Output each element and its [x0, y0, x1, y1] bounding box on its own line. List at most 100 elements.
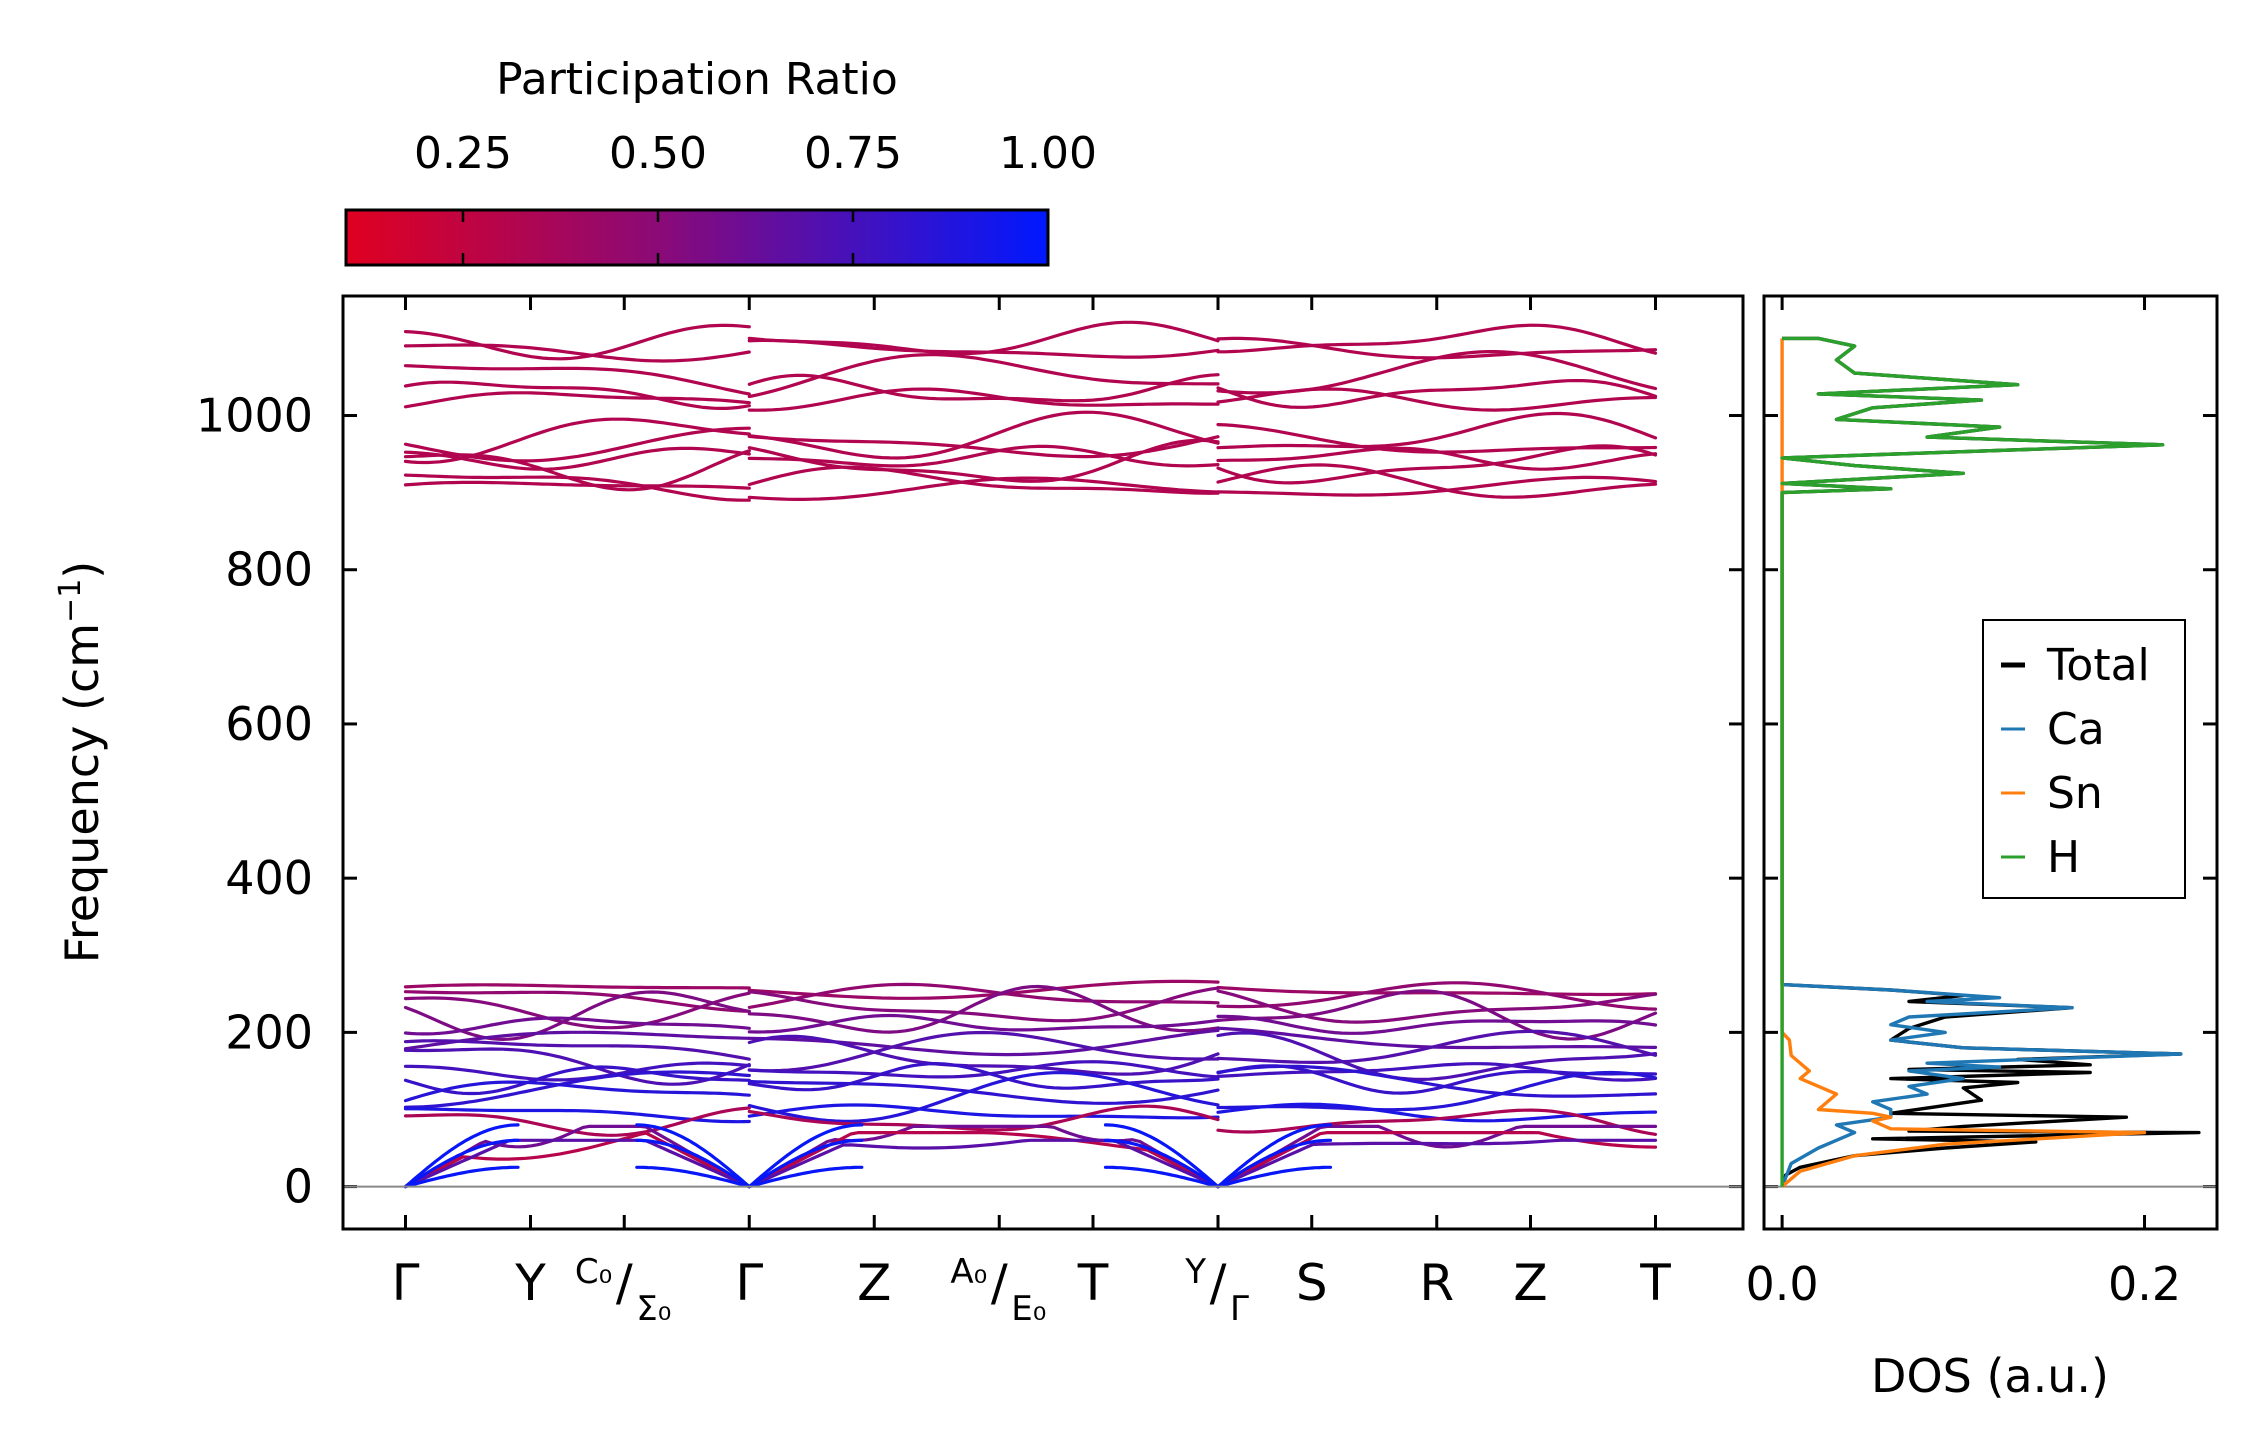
low-frequency-branch — [747, 982, 1220, 1009]
dos-series-sn — [1780, 338, 2147, 1188]
band-plot-frame — [341, 294, 1745, 1231]
high-frequency-branch — [747, 353, 1220, 399]
k-point-label: T — [1639, 1254, 1671, 1312]
acoustic-branch — [747, 1165, 864, 1189]
low-frequency-branch — [1216, 989, 1658, 1024]
low-frequency-branch — [1216, 989, 1658, 1041]
low-frequency-branch — [1216, 1138, 1658, 1189]
acoustic-branch — [747, 1123, 864, 1189]
dos-x-axis-label: DOS (a.u.) — [1871, 1349, 2109, 1403]
high-frequency-branch — [403, 364, 751, 396]
low-frequency-branch — [403, 991, 751, 1030]
legend-label: Total — [2046, 640, 2150, 691]
high-frequency-branch — [1216, 411, 1658, 450]
dos-legend: Total Ca Sn H — [1982, 619, 2186, 899]
low-frequency-branch — [747, 1138, 1220, 1189]
high-frequency-branch — [1216, 379, 1658, 409]
low-frequency-branch — [747, 979, 1220, 1000]
k-point-label-lower: Σ₀ — [636, 1289, 671, 1329]
colorbar-ticks: 0.25 0.50 0.75 1.00 — [414, 128, 1097, 265]
k-point-label: S — [1296, 1254, 1328, 1312]
acoustic-branch — [635, 1165, 751, 1189]
high-frequency-branch — [1216, 423, 1658, 454]
y-axis-label-text: Frequency (cm — [55, 623, 109, 963]
low-frequency-branch — [747, 1124, 1220, 1189]
k-point-label: Z — [857, 1254, 891, 1312]
high-frequency-branch — [403, 473, 751, 502]
dos-series-ca — [1780, 982, 2183, 1188]
high-frequency-branch — [1216, 336, 1658, 360]
low-frequency-branch — [747, 1030, 1220, 1073]
low-frequency-branch — [403, 1080, 751, 1103]
high-frequency-branch — [403, 480, 751, 490]
dos-plot-frame — [1762, 294, 2219, 1231]
k-point-label: Γ — [735, 1254, 763, 1312]
low-frequency-branch — [747, 1103, 1220, 1120]
legend-label: H — [2047, 832, 2080, 883]
dos-lines — [1780, 336, 2201, 1188]
y-tick-label: 0 — [284, 1160, 313, 1214]
band-lines — [403, 320, 1658, 1189]
colorbar-tick-label: 1.00 — [999, 128, 1097, 179]
low-frequency-branch — [747, 986, 1220, 1023]
low-frequency-branch — [1216, 1029, 1658, 1064]
high-frequency-branch — [403, 391, 751, 409]
k-point-label-lower: E₀ — [1011, 1289, 1046, 1329]
high-frequency-branch — [1216, 323, 1658, 355]
dos-series-h — [1780, 336, 2165, 1187]
high-frequency-branch — [403, 417, 751, 465]
low-frequency-branch — [747, 1062, 1220, 1092]
low-frequency-branch — [1216, 1064, 1658, 1098]
acoustic-branch — [1103, 1165, 1220, 1189]
low-frequency-branch — [403, 1131, 751, 1189]
y-tick-label: 200 — [225, 1005, 313, 1059]
high-frequency-branch — [1216, 475, 1658, 497]
k-point-label-upper: A₀ — [950, 1252, 987, 1292]
k-point-label-slash: / — [616, 1254, 633, 1312]
acoustic-branch — [1216, 1165, 1333, 1189]
low-frequency-branch — [403, 983, 751, 990]
acoustic-branch — [403, 1123, 520, 1189]
dos-axes: 0.0 0.2 — [1746, 296, 2181, 1311]
k-point-label: Γ — [392, 1254, 420, 1312]
high-frequency-branch — [403, 380, 751, 410]
low-frequency-branch — [747, 1131, 1220, 1189]
high-frequency-branch — [747, 410, 1220, 460]
low-frequency-branch — [747, 1034, 1220, 1076]
acoustic-branch — [403, 1138, 520, 1189]
high-frequency-branch — [747, 476, 1220, 501]
dos-x-tick-label: 0.2 — [2108, 1257, 2181, 1311]
high-frequency-branch — [747, 434, 1220, 459]
high-frequency-branch — [747, 465, 1220, 495]
colorbar-title: Participation Ratio — [496, 54, 898, 105]
y-axis-label-close: ) — [55, 561, 109, 579]
low-frequency-branch — [403, 990, 751, 1013]
acoustic-branch — [1103, 1138, 1220, 1189]
low-frequency-branch — [403, 1138, 751, 1189]
y-tick-label: 600 — [225, 697, 313, 751]
high-frequency-branch — [747, 373, 1220, 403]
low-frequency-branch — [403, 1047, 751, 1086]
legend-label: Ca — [2047, 704, 2105, 755]
y-tick-label: 400 — [225, 851, 313, 905]
y-tick-label: 1000 — [196, 389, 313, 443]
acoustic-branch — [635, 1138, 751, 1189]
colorbar: Participation Ratio 0.25 0.50 0.75 1.00 — [344, 54, 1097, 267]
k-point-label: Y — [514, 1254, 546, 1312]
high-frequency-branch — [747, 320, 1220, 356]
low-frequency-branch — [747, 1071, 1220, 1123]
low-frequency-branch — [1216, 1031, 1658, 1081]
legend-label: Sn — [2047, 768, 2103, 819]
dos-panel: 0.0 0.2 DOS (a.u.) Total Ca Sn H — [1746, 294, 2219, 1403]
k-point-label-slash: / — [1210, 1254, 1227, 1312]
k-point-label: T — [1077, 1254, 1109, 1312]
colorbar-tick-label: 0.75 — [804, 128, 902, 179]
y-tick-label: 800 — [225, 543, 313, 597]
high-frequency-branch — [1216, 463, 1658, 499]
low-frequency-branch — [403, 1106, 751, 1137]
acoustic-branch — [403, 1165, 520, 1189]
low-frequency-branch — [1216, 1124, 1658, 1189]
acoustic-branch — [1216, 1123, 1333, 1189]
high-frequency-branch — [403, 343, 751, 363]
